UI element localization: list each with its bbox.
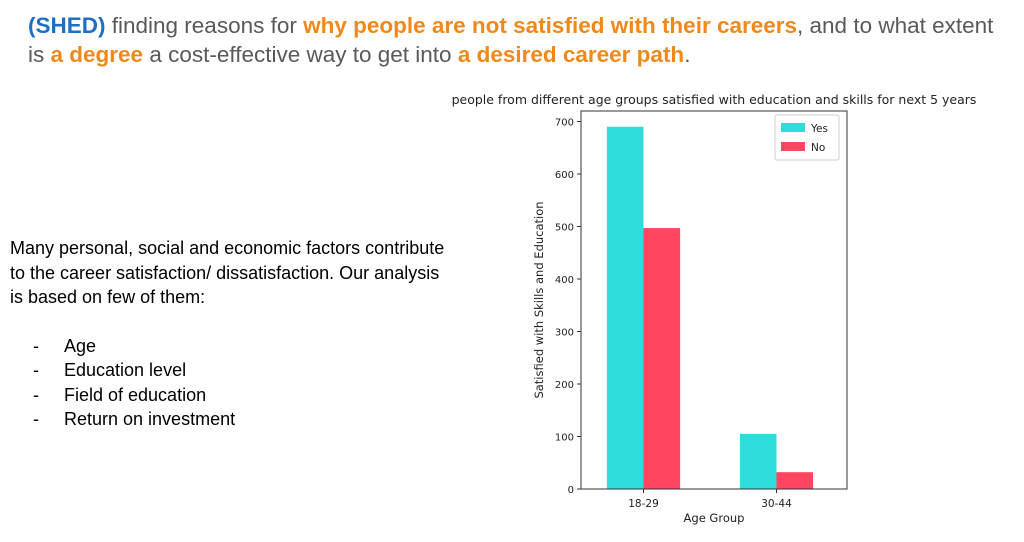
headline-emphasis-2: a degree — [50, 42, 144, 67]
factor-list: - Age - Education level - Field of educatio… — [10, 334, 450, 432]
y-tick-label: 300 — [555, 328, 574, 339]
legend-swatch-yes — [781, 123, 805, 132]
bullet-dash: - — [33, 360, 39, 380]
y-tick-label: 400 — [555, 275, 574, 286]
bullet-dash: - — [33, 335, 39, 356]
satisfaction-bar-chart: people from different age groups satisfi… — [452, 92, 977, 525]
factor-label: Field of education — [64, 384, 207, 405]
slide-headline: (SHED) finding reasons for why people ar… — [28, 11, 1008, 69]
factor-list-item: - Field of education — [10, 383, 450, 408]
headline-text-2: , and to what extent is — [28, 13, 994, 67]
legend-label-yes: Yes — [810, 123, 828, 135]
legend-label-no: No — [811, 142, 825, 154]
factor-list-item: - Return on investment — [10, 407, 450, 432]
chart-title: people from different age groups satisfi… — [452, 92, 977, 107]
headline-emphasis-3: a desired career path — [457, 42, 685, 67]
headline-text-4: . — [684, 42, 691, 67]
y-tick-label: 600 — [555, 170, 574, 181]
y-tick-label: 500 — [555, 223, 574, 234]
headline-text-3: a cost-effective way to get into — [143, 42, 458, 67]
factor-label: Education level — [64, 360, 187, 380]
factor-list-item: - Education level — [10, 358, 450, 383]
bar-yes-30-44 — [739, 433, 777, 489]
y-axis-label: Satisfied with Skills and Education — [532, 201, 546, 398]
headline-emphasis-1: why people are not satisfied with their … — [303, 13, 798, 38]
headline-prefix: (SHED) — [28, 13, 106, 38]
factor-label: Return on investment — [64, 409, 236, 429]
x-tick-label: 30-44 — [761, 498, 792, 510]
x-tick-label: 18-29 — [628, 498, 659, 510]
bullet-dash: - — [33, 409, 39, 429]
bullet-dash: - — [33, 384, 39, 405]
legend-swatch-no — [781, 142, 805, 151]
x-axis-label: Age Group — [684, 511, 745, 525]
factor-list-item: - Age — [10, 334, 450, 359]
plot-frame — [580, 110, 848, 490]
y-tick-label: 200 — [555, 380, 574, 391]
bar-no-18-29 — [643, 228, 681, 489]
y-tick-label: 0 — [568, 485, 574, 496]
bar-yes-18-29 — [606, 126, 644, 489]
headline-text-1: finding reasons for — [105, 13, 304, 38]
y-tick-label: 700 — [555, 118, 574, 129]
intro-paragraph: Many personal, social and economic facto… — [10, 238, 445, 307]
factor-label: Age — [64, 335, 97, 356]
bar-no-30-44 — [776, 472, 814, 489]
body-text: Many personal, social and economic facto… — [10, 236, 450, 432]
y-tick-label: 100 — [555, 433, 574, 444]
legend-box — [774, 114, 840, 161]
